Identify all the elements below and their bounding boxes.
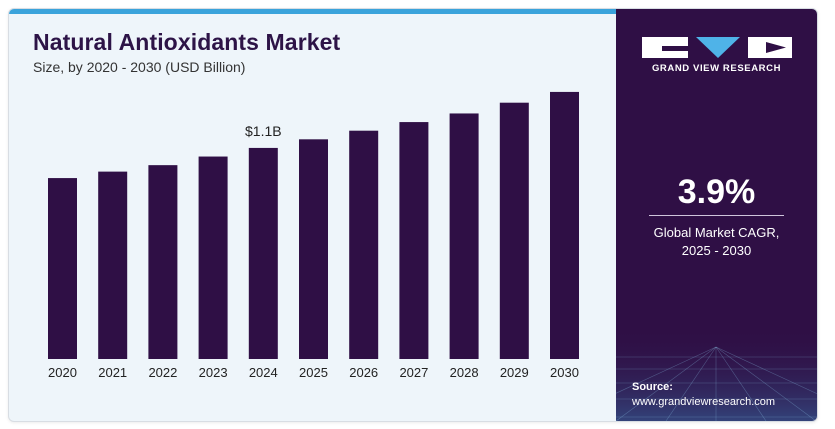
- data-label-2024: $1.1B: [245, 123, 282, 139]
- top-accent-bar: [9, 9, 616, 14]
- bar-chart: 2020 2021 2022 2023 2024 2025 2026 2027 2028 2029…: [48, 91, 579, 380]
- bar-2029: [499, 102, 529, 359]
- cagr-divider: [649, 215, 784, 216]
- bar-2022: [148, 165, 178, 359]
- x-tick-label-2021: 2021: [98, 365, 127, 380]
- x-tick-label-2020: 2020: [48, 365, 77, 380]
- bar-2024: [248, 147, 278, 359]
- cagr-label-line1: Global Market CAGR,: [653, 225, 780, 240]
- chart-subtitle: Size, by 2020 - 2030 (USD Billion): [33, 59, 246, 75]
- cagr-label: Global Market CAGR, 2025 - 2030: [616, 224, 817, 260]
- x-tick-label-2023: 2023: [199, 365, 228, 380]
- gvr-logo-icon: [642, 37, 792, 58]
- x-tick-label-2022: 2022: [148, 365, 177, 380]
- bar-2030: [550, 91, 579, 359]
- bar-2027: [399, 122, 429, 359]
- x-tick-label-2030: 2030: [550, 365, 579, 380]
- source-link[interactable]: www.grandviewresearch.com: [632, 396, 776, 408]
- x-tick-label-2027: 2027: [399, 365, 428, 380]
- bar-2020: [48, 178, 77, 359]
- bar-2023: [198, 156, 228, 359]
- bar-2021: [98, 171, 128, 359]
- bar-2028: [449, 113, 479, 359]
- x-tick-label-2024: 2024: [249, 365, 278, 380]
- brand-panel: GRAND VIEW RESEARCH 3.9% Global Market C…: [616, 9, 817, 421]
- decorative-grid: [616, 327, 817, 421]
- infographic-card: Natural Antioxidants Market Size, by 202…: [8, 8, 818, 422]
- bar-2025: [299, 139, 328, 359]
- x-tick-label-2025: 2025: [299, 365, 328, 380]
- chart-title: Natural Antioxidants Market: [33, 29, 341, 55]
- cagr-label-line2: 2025 - 2030: [681, 243, 752, 258]
- bar-2026: [349, 130, 379, 359]
- x-tick-label-2026: 2026: [349, 365, 378, 380]
- x-tick-label-2028: 2028: [450, 365, 479, 380]
- source-label: Source:: [632, 381, 673, 393]
- x-tick-label-2029: 2029: [500, 365, 529, 380]
- cagr-value: 3.9%: [677, 173, 756, 211]
- brand-name: GRAND VIEW RESEARCH: [651, 63, 782, 74]
